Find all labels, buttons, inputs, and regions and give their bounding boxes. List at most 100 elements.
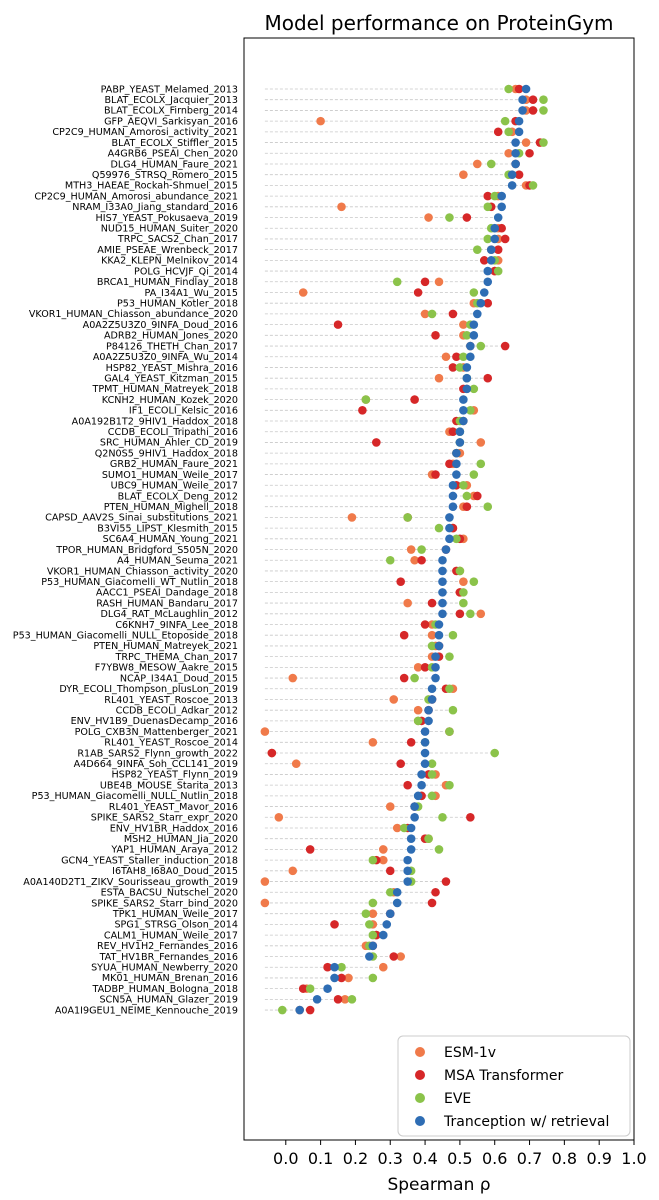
data-row: A0A140D2T1_ZIKV_Sourisseau_growth_2019: [23, 877, 451, 888]
point-eve: [448, 705, 458, 715]
data-row: P53_HUMAN_Giacomelli_WT_Nutlin_2018: [41, 577, 479, 588]
data-row: ADRB2_HUMAN_Jones_2020: [104, 331, 479, 342]
point-tranception-w-retrieval: [406, 823, 416, 833]
point-tranception-w-retrieval: [445, 513, 454, 522]
row-label: UBE4B_MOUSE_Starita_2013: [100, 780, 238, 791]
row-label: TAT_HV1BR_Fernandes_2016: [99, 952, 238, 963]
point-tranception-w-retrieval: [511, 148, 520, 158]
data-row: A0A192B1T2_9HIV1_Haddox_2018: [72, 416, 468, 427]
data-row: A4GRB6_PSEAI_Chen_2020: [108, 149, 534, 160]
point-esm-1v: [441, 352, 451, 362]
row-label: BRCA1_HUMAN_Findlay_2018: [97, 277, 238, 288]
point-tranception-w-retrieval: [385, 909, 395, 918]
point-tranception-w-retrieval: [511, 159, 520, 169]
point-tranception-w-retrieval: [406, 834, 416, 843]
point-eve: [539, 95, 548, 105]
data-row: A0A2Z5U3Z0_9INFA_Doud_2016: [83, 320, 479, 331]
data-row: BLAT_ECOLX_Firnberg_2014: [104, 106, 548, 117]
x-tick-label: 0.4: [412, 1149, 437, 1168]
point-eve: [434, 523, 444, 533]
point-eve: [452, 534, 461, 544]
row-label: ENV_HV1BR_Haddox_2016: [110, 823, 238, 834]
row-label: GRB2_HUMAN_Faure_2021: [110, 459, 238, 470]
point-msa-transformer: [399, 630, 409, 640]
row-label: GFP_AEQVI_Sarkisyan_2016: [104, 116, 238, 127]
point-tranception-w-retrieval: [455, 438, 465, 447]
point-msa-transformer: [445, 459, 454, 469]
point-eve: [483, 502, 493, 511]
point-tranception-w-retrieval: [466, 352, 475, 362]
row-label: P84126_THETH_Chan_2017: [106, 341, 238, 352]
data-row: CCDB_ECOLI_Adkar_2012: [116, 705, 458, 716]
point-eve: [368, 973, 378, 983]
data-row: BLAT_ECOLX_Jacquier_2013: [104, 95, 548, 106]
data-row: PABP_YEAST_Melamed_2013: [101, 84, 531, 95]
row-label: POLG_CXB3N_Mattenberger_2021: [75, 727, 238, 738]
point-tranception-w-retrieval: [410, 812, 419, 822]
row-label: A0A2Z5U3Z0_9INFA_Wu_2014: [93, 352, 238, 363]
point-esm-1v: [368, 738, 378, 747]
point-msa-transformer: [448, 363, 458, 372]
row-label: PTEN_HUMAN_Mighell_2018: [104, 502, 238, 513]
point-tranception-w-retrieval: [511, 138, 520, 147]
point-msa-transformer: [441, 877, 451, 886]
chart-title: Model performance on ProteinGym: [264, 11, 613, 35]
row-label: RL401_YEAST_Roscoe_2013: [104, 695, 238, 706]
point-esm-1v: [459, 170, 468, 179]
point-msa-transformer: [410, 395, 419, 404]
point-tranception-w-retrieval: [427, 684, 437, 694]
data-row: C6KNH7_9INFA_Lee_2018: [115, 620, 444, 631]
x-tick-label: 0.2: [343, 1149, 368, 1168]
data-row: HSP82_YEAST_Mishra_2016: [106, 363, 472, 374]
point-eve: [392, 277, 402, 287]
row-label: P53_HUMAN_Giacomelli_NULL_Nutlin_2018: [32, 791, 238, 802]
row-label: HIS7_YEAST_Pokusaeva_2019: [96, 213, 238, 224]
point-tranception-w-retrieval: [420, 759, 430, 769]
point-msa-transformer: [298, 984, 308, 993]
point-msa-transformer: [330, 920, 339, 929]
data-row: ESTA_BACSU_Nutschel_2020: [101, 888, 440, 899]
row-label: IF1_ECOLI_Kelsic_2016: [129, 406, 238, 417]
point-eve: [438, 812, 447, 822]
point-tranception-w-retrieval: [424, 705, 433, 715]
point-tranception-w-retrieval: [417, 780, 426, 790]
point-tranception-w-retrieval: [445, 523, 454, 533]
row-label: R1AB_SARS2_Flynn_growth_2022: [77, 748, 238, 759]
point-tranception-w-retrieval: [445, 534, 454, 544]
point-esm-1v: [288, 866, 298, 876]
point-tranception-w-retrieval: [392, 898, 402, 908]
data-row: I6TAH8_I68A0_Doud_2015: [112, 866, 416, 877]
point-eve: [445, 213, 454, 222]
point-msa-transformer: [483, 191, 493, 201]
data-row: BRCA1_HUMAN_Findlay_2018: [97, 277, 493, 288]
point-msa-transformer: [483, 298, 493, 308]
point-esm-1v: [424, 213, 433, 222]
point-msa-transformer: [431, 331, 440, 340]
row-label: NCAP_I34A1_Doud_2015: [120, 673, 238, 684]
point-msa-transformer: [525, 148, 534, 158]
point-eve: [445, 780, 454, 790]
point-tranception-w-retrieval: [469, 320, 479, 329]
point-tranception-w-retrieval: [455, 427, 465, 437]
legend-label: EVE: [444, 1091, 471, 1107]
plot-frame: [243, 37, 635, 1141]
point-tranception-w-retrieval: [493, 213, 503, 222]
row-label: P53_HUMAN_Giacomelli_NULL_Etoposide_2018: [13, 631, 238, 642]
row-label: SRC_HUMAN_Ahler_CD_2019: [100, 438, 238, 449]
data-row: CALM1_HUMAN_Weile_2017: [104, 930, 388, 941]
legend-label: Tranception w/ retrieval: [443, 1114, 609, 1130]
point-tranception-w-retrieval: [441, 545, 451, 554]
point-msa-transformer: [431, 887, 440, 897]
point-eve: [466, 609, 475, 619]
point-eve: [466, 406, 475, 415]
data-row: A0A2Z5U3Z0_9INFA_Wu_2014: [93, 352, 475, 363]
point-eve: [486, 159, 496, 169]
point-eve: [445, 727, 454, 736]
point-msa-transformer: [427, 898, 437, 908]
row-label: VKOR1_HUMAN_Chiasson_activity_2020: [47, 566, 238, 577]
point-msa-transformer: [483, 373, 493, 383]
point-msa-transformer: [462, 502, 472, 511]
point-esm-1v: [316, 116, 325, 126]
point-tranception-w-retrieval: [434, 641, 444, 651]
row-label: SUMO1_HUMAN_Weile_2017: [102, 470, 238, 481]
